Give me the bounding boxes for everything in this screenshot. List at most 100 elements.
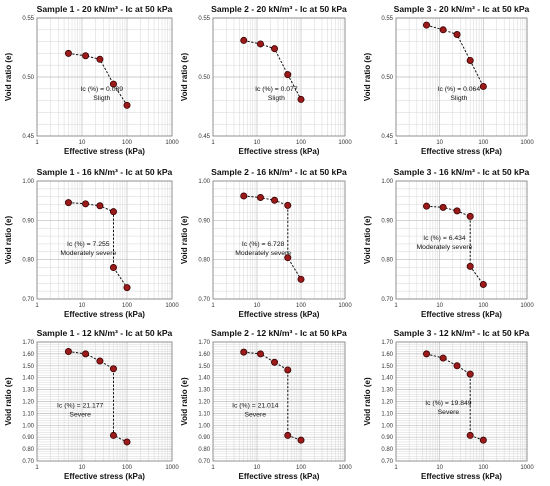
y-tick-label: 1.40 xyxy=(381,376,393,382)
data-point xyxy=(64,348,72,356)
y-tick-label: 0.55 xyxy=(198,16,210,22)
severity-annotation: Moderately severe xyxy=(235,250,291,257)
y-tick-label: 1.10 xyxy=(198,411,210,417)
severity-annotation: Severe xyxy=(244,411,266,418)
x-axis-label: Effective stress (kPa) xyxy=(239,472,320,481)
data-point xyxy=(109,431,117,439)
data-point xyxy=(271,45,279,53)
severity-annotation: Sligth xyxy=(268,95,285,102)
data-point xyxy=(439,203,447,211)
x-axis-label: Effective stress (kPa) xyxy=(239,310,320,319)
data-point xyxy=(240,192,248,200)
data-point xyxy=(64,49,72,57)
y-tick-label: 1.70 xyxy=(381,340,393,346)
ic-annotation: Ic (%) = 7.255 xyxy=(67,241,110,248)
x-tick-label: 1000 xyxy=(165,465,179,471)
y-tick-label: 0.80 xyxy=(381,447,393,453)
data-point xyxy=(479,280,487,288)
chart-title: Sample 2 - 20 kN/m³ - Ic at 50 kPa xyxy=(211,4,347,14)
data-point xyxy=(423,350,431,358)
y-tick-label: 0.70 xyxy=(381,297,393,303)
ic-annotation: Ic (%) = 19.849 xyxy=(425,400,472,407)
ic-annotation: Ic (%) = 6.434 xyxy=(423,235,466,242)
data-point xyxy=(466,56,474,64)
y-tick-label: 0.90 xyxy=(198,435,210,441)
chart-title: Sample 1 - 20 kN/m³ - Ic at 50 kPa xyxy=(37,4,173,14)
y-tick-label: 0.90 xyxy=(22,218,34,224)
data-point xyxy=(297,275,305,283)
data-point xyxy=(64,199,72,207)
x-tick-label: 1000 xyxy=(520,303,534,309)
y-tick-label: 0.45 xyxy=(22,134,34,140)
plot-frame xyxy=(36,341,173,462)
y-tick-label: 0.80 xyxy=(381,258,393,264)
chart-title: Sample 3 - 12 kN/m³ - Ic at 50 kPa xyxy=(394,328,530,338)
data-point xyxy=(109,208,117,216)
y-axis-label: Void ratio (e) xyxy=(4,377,13,426)
y-tick-label: 0.55 xyxy=(381,16,393,22)
y-axis-label: Void ratio (e) xyxy=(363,377,372,426)
y-tick-label: 1.30 xyxy=(198,388,210,394)
data-point xyxy=(256,194,264,202)
x-tick-label: 100 xyxy=(122,465,133,471)
y-axis-label: Void ratio (e) xyxy=(180,377,189,426)
y-tick-label: 0.50 xyxy=(198,75,210,81)
plot-frame xyxy=(36,180,173,300)
y-tick-label: 1.10 xyxy=(22,411,34,417)
ic-annotation: Ic (%) = 0.077 xyxy=(255,86,298,93)
plot-area xyxy=(37,181,172,299)
x-axis-label: Effective stress (kPa) xyxy=(64,472,145,481)
series-line xyxy=(243,195,302,280)
data-point xyxy=(96,202,104,210)
x-tick-label: 10 xyxy=(79,465,86,471)
y-tick-label: 0.70 xyxy=(381,459,393,465)
x-tick-label: 10 xyxy=(79,140,86,146)
y-tick-label: 1.50 xyxy=(381,364,393,370)
data-point xyxy=(466,262,474,270)
data-point xyxy=(109,264,117,272)
data-point xyxy=(82,350,90,358)
x-tick-label: 1000 xyxy=(165,140,179,146)
data-point xyxy=(453,207,461,215)
x-tick-label: 100 xyxy=(122,140,133,146)
y-tick-label: 0.45 xyxy=(381,134,393,140)
data-point xyxy=(240,36,248,44)
y-axis-label: Void ratio (e) xyxy=(363,216,372,265)
x-tick-label: 1000 xyxy=(520,140,534,146)
data-point xyxy=(423,21,431,29)
x-tick-label: 100 xyxy=(478,303,489,309)
plot-frame xyxy=(395,341,528,462)
y-tick-label: 1.50 xyxy=(198,364,210,370)
chart-title: Sample 2 - 16 kN/m³ - Ic at 50 kPa xyxy=(211,167,347,177)
plot-frame xyxy=(212,180,346,300)
y-tick-label: 0.70 xyxy=(22,459,34,465)
y-tick-label: 0.90 xyxy=(381,218,393,224)
y-tick-label: 1.20 xyxy=(381,400,393,406)
series-line xyxy=(68,202,128,288)
plot-frame xyxy=(212,341,346,462)
plot-area xyxy=(213,181,345,299)
data-point xyxy=(466,431,474,439)
ic-annotation: Ic (%) = 21.177 xyxy=(57,402,104,409)
x-tick-label: 100 xyxy=(478,465,489,471)
data-point xyxy=(479,82,487,90)
chart-title: Sample 2 - 12 kN/m³ - Ic at 50 kPa xyxy=(211,328,347,338)
chart-title: Sample 3 - 16 kN/m³ - Ic at 50 kPa xyxy=(394,167,530,177)
ic-annotation: Ic (%) = 0.064 xyxy=(438,86,481,93)
y-tick-label: 1.60 xyxy=(22,352,34,358)
y-axis-label: Void ratio (e) xyxy=(180,216,189,265)
y-tick-label: 0.80 xyxy=(198,258,210,264)
y-tick-label: 1.60 xyxy=(381,352,393,358)
severity-annotation: Severe xyxy=(69,411,91,418)
ic-annotation: Ic (%) = 21.014 xyxy=(232,402,279,409)
data-point xyxy=(297,95,305,103)
y-tick-label: 1.30 xyxy=(22,388,34,394)
x-tick-label: 100 xyxy=(296,465,307,471)
chart-title: Sample 1 - 12 kN/m³ - Ic at 50 kPa xyxy=(37,328,173,338)
y-axis-label: Void ratio (e) xyxy=(180,53,189,102)
y-tick-label: 0.50 xyxy=(22,75,34,81)
y-tick-label: 1.20 xyxy=(198,400,210,406)
x-tick-label: 1000 xyxy=(338,465,352,471)
